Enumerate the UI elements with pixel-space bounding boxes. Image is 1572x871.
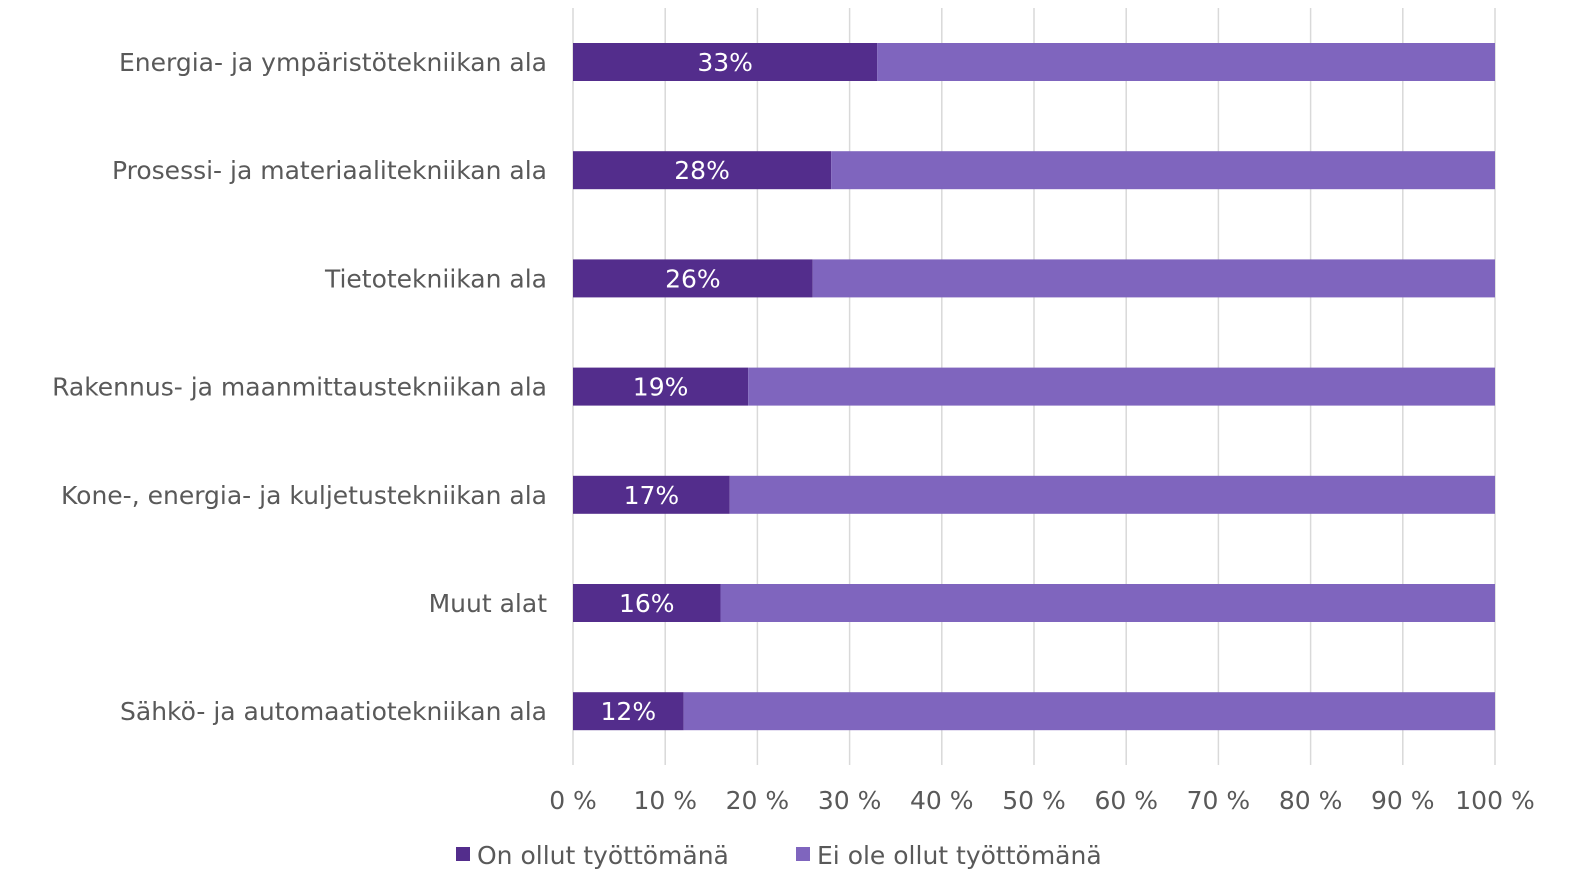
bar-on-ollut: [573, 151, 832, 190]
x-tick-label: 80 %: [1279, 786, 1343, 815]
category-label: Muut alat: [429, 589, 548, 618]
bar-on-ollut: [573, 43, 878, 81]
x-tick-label: 50 %: [1002, 786, 1066, 815]
data-label: 26%: [665, 264, 721, 293]
x-axis-ticks: 0 % 10 % 20 % 30 % 40 % 50 % 60 % 70 % 80 % 90 % 1…: [549, 786, 1535, 815]
x-tick-label: 100 %: [1455, 786, 1534, 815]
bar-ei-ole-ollut: [720, 584, 1495, 622]
x-tick-label: 10 %: [633, 786, 697, 815]
bar-on-ollut: [573, 475, 730, 514]
bar-ei-ole-ollut: [877, 43, 1495, 81]
x-tick-label: 30 %: [818, 786, 882, 815]
bar-ei-ole-ollut: [683, 692, 1495, 731]
x-tick-label: 20 %: [726, 786, 790, 815]
category-label: Prosessi- ja materiaalitekniikan ala: [112, 156, 547, 185]
data-label: 19%: [633, 373, 689, 402]
legend: On ollut työttömänä Ei ole ollut työttömä…: [456, 841, 1102, 870]
legend-label: On ollut työttömänä: [477, 841, 729, 870]
bar-ei-ole-ollut: [831, 151, 1495, 190]
legend-swatch: [456, 847, 470, 861]
x-tick-label: 0 %: [549, 786, 597, 815]
category-labels: Energia- ja ympäristötekniikan ala Proses…: [52, 48, 547, 726]
x-tick-label: 60 %: [1094, 786, 1158, 815]
bar-on-ollut: [573, 259, 813, 298]
data-label: 12%: [601, 697, 657, 726]
x-tick-label: 40 %: [910, 786, 974, 815]
legend-label: Ei ole ollut työttömänä: [817, 841, 1102, 870]
category-label: Tietotekniikan ala: [324, 264, 547, 293]
bar-on-ollut: [573, 692, 684, 731]
data-label: 17%: [624, 481, 680, 510]
data-label: 33%: [697, 48, 753, 77]
x-tick-label: 70 %: [1187, 786, 1251, 815]
category-label: Energia- ja ympäristötekniikan ala: [119, 48, 547, 77]
category-label: Kone-, energia- ja kuljetustekniikan ala: [61, 481, 547, 510]
bar-on-ollut: [573, 584, 721, 622]
bar-on-ollut: [573, 367, 749, 406]
category-label: Sähkö- ja automaatiotekniikan ala: [120, 697, 547, 726]
bar-ei-ole-ollut: [812, 259, 1495, 298]
data-label: 16%: [619, 589, 675, 618]
x-tick-label: 90 %: [1371, 786, 1435, 815]
data-label: 28%: [674, 156, 730, 185]
bar-ei-ole-ollut: [729, 475, 1495, 514]
bar-ei-ole-ollut: [748, 367, 1495, 406]
legend-swatch: [796, 847, 810, 861]
category-label: Rakennus- ja maanmittaustekniikan ala: [52, 373, 547, 402]
bars: 33% 28% 26% 19% 17% 16% 12%: [573, 43, 1495, 731]
